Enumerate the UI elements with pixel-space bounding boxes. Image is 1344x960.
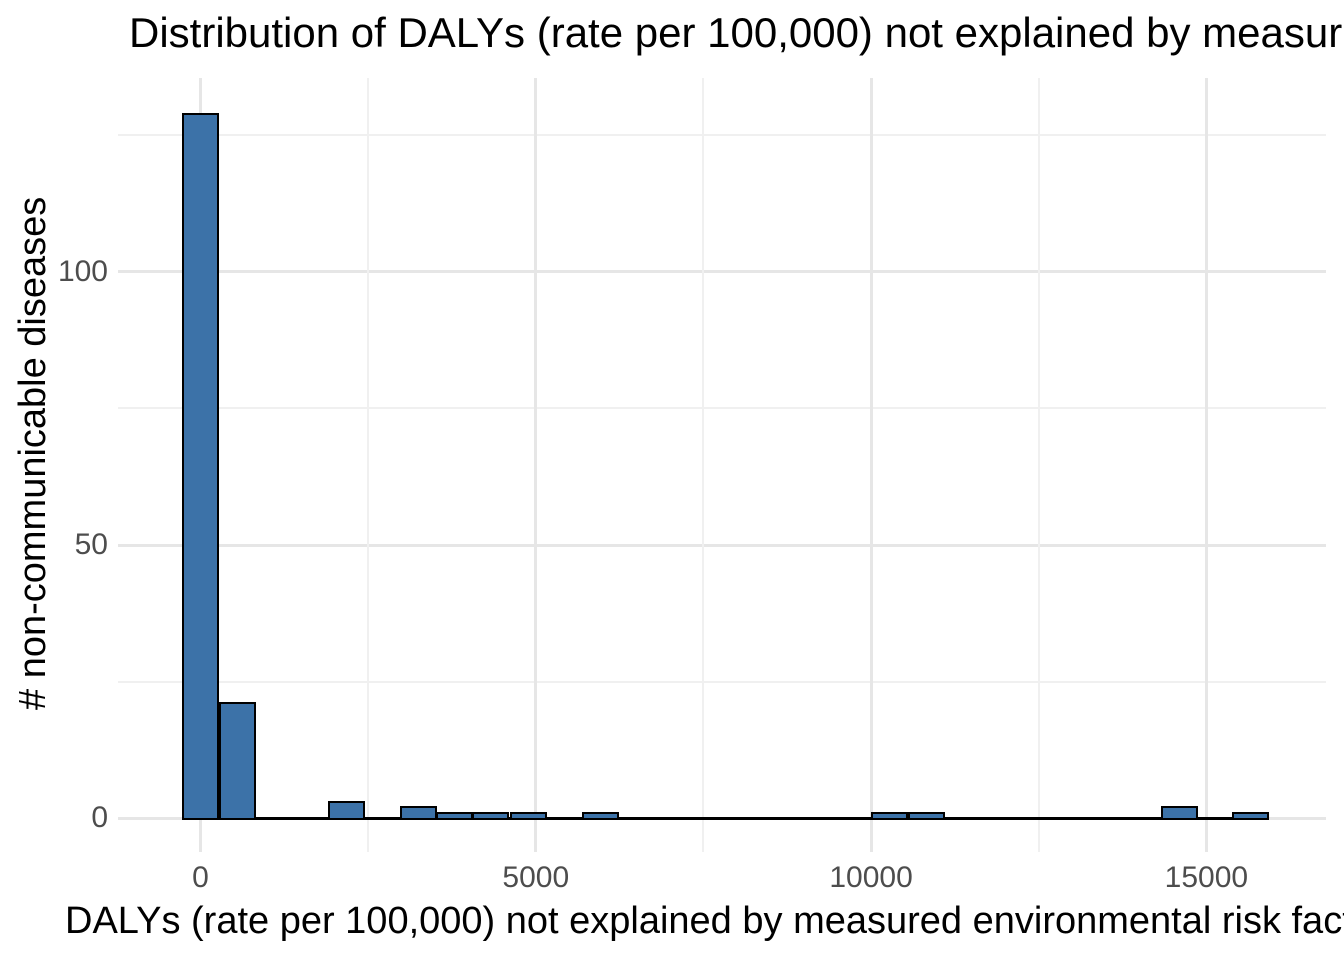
x-axis-tick-label: 15000 [1164,861,1249,894]
histogram-bar [870,811,908,820]
gridline-x-minor [367,78,370,852]
gridline-x-minor [1037,78,1040,852]
histogram-bar [509,811,547,820]
histogram-bar [581,811,619,820]
histogram-bar [908,811,946,820]
histogram-bar [399,806,437,820]
y-axis-tick-label: 50 [74,528,108,562]
y-axis-tick-label: 100 [57,254,108,288]
gridline-x-major [869,78,873,852]
chart-title: Distribution of DALYs (rate per 100,000)… [129,9,1344,56]
gridline-x-major [534,78,538,852]
x-axis-tick-label: 0 [192,861,209,894]
gridline-y-minor [118,407,1326,410]
histogram-bar [1232,811,1270,820]
x-axis-title: DALYs (rate per 100,000) not explained b… [65,900,1344,942]
histogram-bar [471,811,509,820]
gridline-y-minor [118,134,1326,137]
x-axis-tick-label: 10000 [829,861,913,894]
histogram-bar [1161,806,1198,820]
gridline-x-major [1204,78,1208,852]
histogram-zero-line [182,816,1270,820]
gridline-y-major [118,270,1326,274]
histogram-bar [328,800,366,820]
histogram-bar [182,112,219,820]
x-axis-tick-label: 5000 [502,861,570,894]
gridline-y-minor [118,680,1326,683]
y-axis-tick-label: 0 [91,801,108,835]
gridline-x-minor [702,78,705,852]
histogram-bar [436,811,474,820]
histogram-bar [218,702,256,820]
gridline-y-major [118,543,1326,547]
